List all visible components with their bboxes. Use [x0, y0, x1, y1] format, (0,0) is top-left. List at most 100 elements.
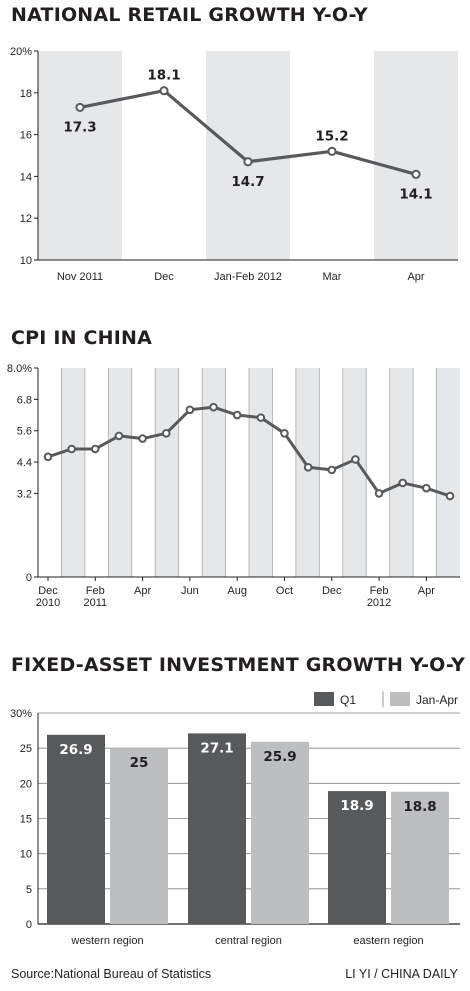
retail-point — [159, 86, 169, 96]
cpi-x-tick-year-label: 2010 — [36, 597, 60, 609]
fai-bar-label: 18.9 — [340, 798, 373, 814]
cpi-chart-title: CPI IN CHINA — [11, 327, 153, 349]
retail-data-label: 14.7 — [231, 174, 264, 190]
cpi-point — [161, 429, 171, 438]
fai-legend-swatch — [390, 692, 410, 706]
cpi-point — [209, 402, 218, 412]
retail-point — [75, 102, 85, 113]
retail-y-tick-label: 18 — [20, 88, 32, 100]
retail-chart-title: NATIONAL RETAIL GROWTH Y-O-Y — [11, 4, 368, 26]
source-note: Source:National Bureau of Statistics — [11, 967, 212, 981]
retail-point — [411, 169, 421, 179]
cpi-x-tick-label: Apr — [418, 585, 435, 597]
cpi-band — [202, 368, 226, 577]
fai-bar-label: 27.1 — [200, 740, 233, 756]
credit-note: LI YI / CHINA DAILY — [345, 967, 458, 981]
fai-y-tick-label: 30% — [10, 708, 32, 720]
retail-band — [374, 51, 458, 260]
cpi-point — [398, 478, 408, 488]
cpi-band — [342, 368, 367, 577]
fai-legend-label: Jan-Apr — [416, 693, 458, 707]
cpi-band — [436, 368, 460, 577]
fai-y-tick-label: 0 — [26, 919, 32, 931]
retail-y-tick-label: 10 — [20, 255, 32, 267]
cpi-y-tick-label: 8.0% — [7, 363, 32, 375]
cpi-y-tick-label: 4.4 — [17, 457, 32, 469]
fai-x-tick-label: eastern region — [353, 935, 423, 947]
cpi-band — [389, 368, 414, 577]
cpi-point — [185, 405, 195, 415]
fai-chart-title: FIXED-ASSET INVESTMENT GROWTH Y-O-Y — [11, 654, 466, 676]
retail-data-label: 17.3 — [63, 119, 96, 135]
fai-y-tick-label: 25 — [20, 743, 32, 755]
fai-bar-q1 — [47, 734, 105, 924]
cpi-point — [422, 483, 431, 493]
retail-x-tick-label: Nov 2011 — [57, 271, 103, 283]
fai-x-tick-label: central region — [215, 935, 282, 947]
cpi-x-tick-label: Jun — [181, 585, 199, 597]
fai-y-tick-label: 15 — [20, 814, 32, 826]
cpi-y-tick-label: 3.2 — [17, 488, 32, 500]
cpi-band — [155, 368, 179, 577]
cpi-x-tick-label: Feb — [370, 585, 389, 597]
fai-y-tick-label: 5 — [26, 884, 32, 896]
fai-bar-label: 25 — [130, 755, 149, 771]
fai-legend-label: Q1 — [340, 693, 356, 707]
cpi-point — [327, 465, 337, 475]
cpi-point — [232, 410, 242, 420]
cpi-point — [374, 489, 384, 498]
cpi-point — [67, 444, 76, 454]
cpi-x-tick-label: Dec — [322, 585, 342, 597]
cpi-x-tick-label: Aug — [227, 585, 247, 597]
fai-y-tick-label: 10 — [20, 849, 32, 861]
retail-y-tick-label: 16 — [20, 130, 32, 142]
retail-band — [38, 51, 122, 260]
fai-bar-label: 25.9 — [263, 749, 296, 765]
cpi-y-tick-label: 5.6 — [17, 426, 32, 438]
cpi-x-tick-label: Feb — [86, 585, 105, 597]
retail-y-tick-label: 12 — [20, 213, 32, 225]
retail-band — [206, 51, 290, 260]
cpi-point — [303, 462, 313, 472]
retail-x-tick-label: Apr — [407, 271, 424, 283]
cpi-point — [445, 491, 455, 501]
fai-bar-jan-apr — [110, 748, 168, 924]
cpi-point — [43, 452, 53, 462]
retail-point — [243, 157, 253, 167]
retail-line-chart: 10 12 14 16 18 20% Nov 2011 Dec Jan-Feb 2012 Mar A… — [10, 46, 458, 283]
retail-x-tick-label: Dec — [154, 271, 174, 283]
cpi-point — [280, 429, 289, 438]
retail-data-label: 18.1 — [147, 68, 180, 84]
fai-bar-q1 — [188, 733, 246, 924]
fai-bar-chart: 0 5 10 15 20 25 30% 26.9 25 western region 27.1 25.… — [10, 691, 460, 947]
cpi-x-tick-label: Dec — [38, 585, 58, 597]
cpi-point — [256, 413, 266, 422]
cpi-band — [295, 368, 320, 577]
fai-bar-q1 — [328, 791, 386, 924]
retail-y-tick-label: 14 — [20, 171, 32, 183]
fai-bar-label: 26.9 — [59, 742, 92, 758]
cpi-point — [90, 444, 100, 454]
cpi-x-tick-label: Apr — [134, 585, 151, 597]
cpi-band — [108, 368, 132, 577]
cpi-x-tick-year-label: 2011 — [83, 597, 107, 609]
cpi-x-tick-label: Oct — [276, 585, 293, 597]
fai-bar-jan-apr — [391, 791, 449, 924]
cpi-band — [61, 368, 85, 577]
cpi-point — [114, 431, 124, 441]
cpi-y-tick-label: 0 — [26, 572, 32, 584]
retail-point — [327, 146, 337, 156]
cpi-point — [351, 455, 360, 464]
cpi-x-tick-year-label: 2012 — [367, 597, 391, 609]
fai-bar-jan-apr — [251, 741, 309, 924]
retail-data-label: 15.2 — [315, 128, 348, 144]
retail-y-tick-label: 20% — [10, 46, 32, 58]
retail-data-label: 14.1 — [399, 186, 432, 202]
fai-legend-swatch — [314, 692, 334, 706]
fai-y-tick-label: 20 — [20, 778, 32, 790]
cpi-series-line — [47, 405, 451, 498]
cpi-point — [138, 434, 147, 443]
cpi-y-tick-label: 6.8 — [17, 394, 32, 406]
fai-bar-label: 18.8 — [403, 799, 436, 815]
